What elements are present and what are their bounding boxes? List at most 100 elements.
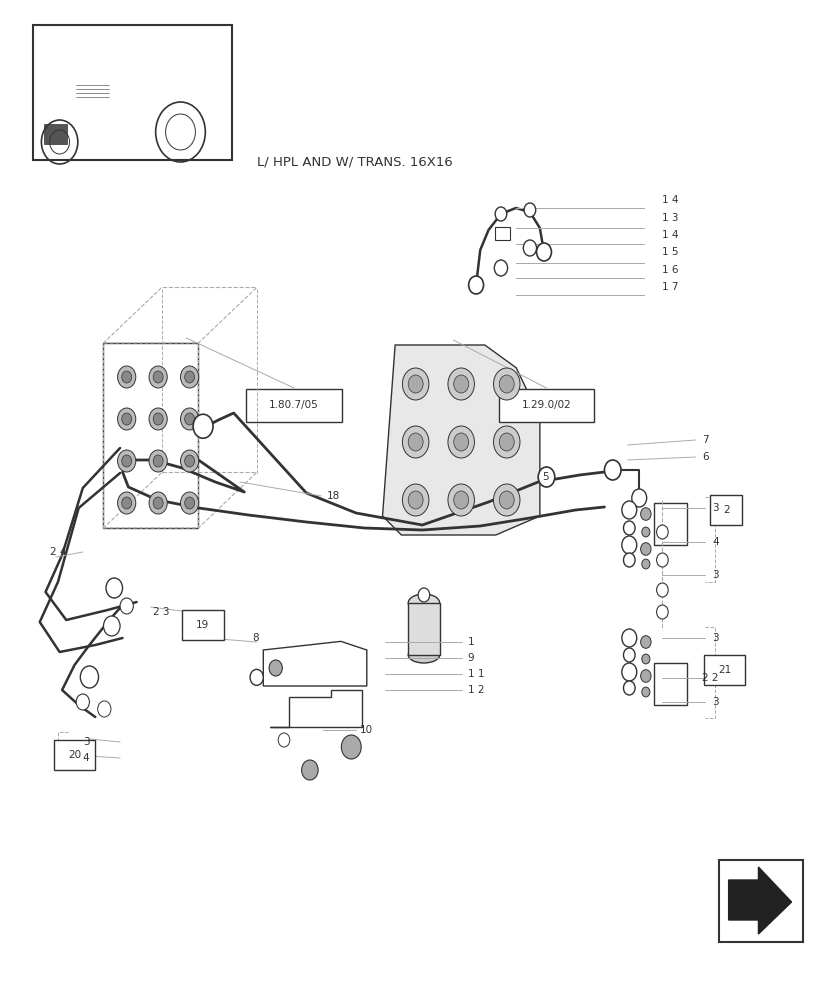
Circle shape (269, 660, 282, 676)
Text: 20: 20 (68, 750, 81, 760)
Circle shape (153, 413, 163, 425)
Text: 1: 1 (467, 637, 474, 647)
Bar (653, 663, 686, 705)
Text: 3: 3 (711, 570, 718, 580)
Circle shape (640, 543, 650, 555)
Circle shape (149, 366, 167, 388)
Circle shape (80, 666, 98, 688)
Ellipse shape (408, 647, 439, 663)
Text: 1 7: 1 7 (662, 282, 678, 292)
Text: 3: 3 (83, 737, 89, 747)
Circle shape (494, 260, 507, 276)
Circle shape (493, 484, 519, 516)
Circle shape (493, 368, 519, 400)
Circle shape (621, 663, 636, 681)
Circle shape (180, 408, 198, 430)
Circle shape (98, 701, 111, 717)
Polygon shape (382, 345, 539, 535)
Bar (718, 860, 802, 942)
Circle shape (447, 426, 474, 458)
Circle shape (641, 654, 649, 664)
Text: 2 4: 2 4 (50, 547, 66, 557)
Circle shape (278, 733, 289, 747)
Circle shape (495, 207, 506, 221)
Circle shape (184, 455, 194, 467)
Circle shape (447, 368, 474, 400)
Circle shape (120, 598, 133, 614)
Text: 1 2: 1 2 (467, 685, 484, 695)
Circle shape (402, 368, 428, 400)
Circle shape (538, 467, 554, 487)
Text: 1.29.0/02: 1.29.0/02 (521, 400, 571, 410)
Circle shape (523, 203, 535, 217)
Circle shape (184, 371, 194, 383)
Circle shape (604, 460, 620, 480)
Circle shape (621, 501, 636, 519)
Polygon shape (263, 641, 366, 686)
Text: 1 3: 1 3 (662, 213, 678, 223)
Circle shape (250, 669, 263, 685)
Circle shape (122, 413, 131, 425)
Bar (54, 740, 95, 770)
Circle shape (117, 408, 136, 430)
Text: 3: 3 (711, 503, 718, 513)
Circle shape (103, 616, 120, 636)
Text: 18: 18 (327, 491, 340, 501)
Circle shape (402, 426, 428, 458)
Circle shape (341, 735, 361, 759)
Circle shape (499, 433, 514, 451)
Text: 2 3: 2 3 (153, 607, 170, 617)
Circle shape (641, 527, 649, 537)
Text: 4: 4 (711, 537, 718, 547)
Circle shape (640, 636, 650, 648)
Text: 2 2: 2 2 (701, 673, 718, 683)
Circle shape (76, 694, 89, 710)
Circle shape (122, 455, 131, 467)
Text: 21: 21 (717, 665, 730, 675)
Text: 8: 8 (252, 633, 259, 643)
Circle shape (301, 760, 318, 780)
Circle shape (468, 276, 483, 294)
Text: 1 6: 1 6 (662, 265, 678, 275)
Bar (703, 655, 744, 685)
Circle shape (117, 366, 136, 388)
Circle shape (117, 492, 136, 514)
Circle shape (641, 559, 649, 569)
Circle shape (623, 553, 634, 567)
Text: L/ HPL AND W/ TRANS. 16X16: L/ HPL AND W/ TRANS. 16X16 (256, 155, 452, 168)
Circle shape (623, 648, 634, 662)
Bar (33, 25, 232, 160)
Circle shape (499, 375, 514, 393)
Bar (408, 603, 439, 655)
Circle shape (453, 433, 468, 451)
Circle shape (447, 484, 474, 516)
Bar (246, 388, 341, 422)
Text: 10: 10 (360, 725, 373, 735)
Circle shape (117, 450, 136, 472)
Circle shape (623, 681, 634, 695)
Text: 19: 19 (196, 620, 209, 630)
Circle shape (402, 484, 428, 516)
Polygon shape (728, 867, 791, 934)
Circle shape (656, 553, 667, 567)
Circle shape (453, 375, 468, 393)
Text: 1 1: 1 1 (467, 669, 484, 679)
Circle shape (180, 366, 198, 388)
Circle shape (193, 414, 213, 438)
Text: 1 4: 1 4 (662, 230, 678, 240)
Circle shape (536, 243, 551, 261)
Text: 5: 5 (542, 472, 548, 482)
Circle shape (493, 426, 519, 458)
Circle shape (656, 525, 667, 539)
Bar (498, 388, 594, 422)
Circle shape (631, 489, 646, 507)
Circle shape (149, 408, 167, 430)
Bar (44, 124, 67, 144)
Text: 3: 3 (711, 633, 718, 643)
Text: 1.80.7/05: 1.80.7/05 (269, 400, 318, 410)
Text: 6: 6 (701, 452, 708, 462)
Circle shape (656, 583, 667, 597)
Circle shape (153, 497, 163, 509)
Bar (182, 610, 223, 640)
Circle shape (641, 687, 649, 697)
